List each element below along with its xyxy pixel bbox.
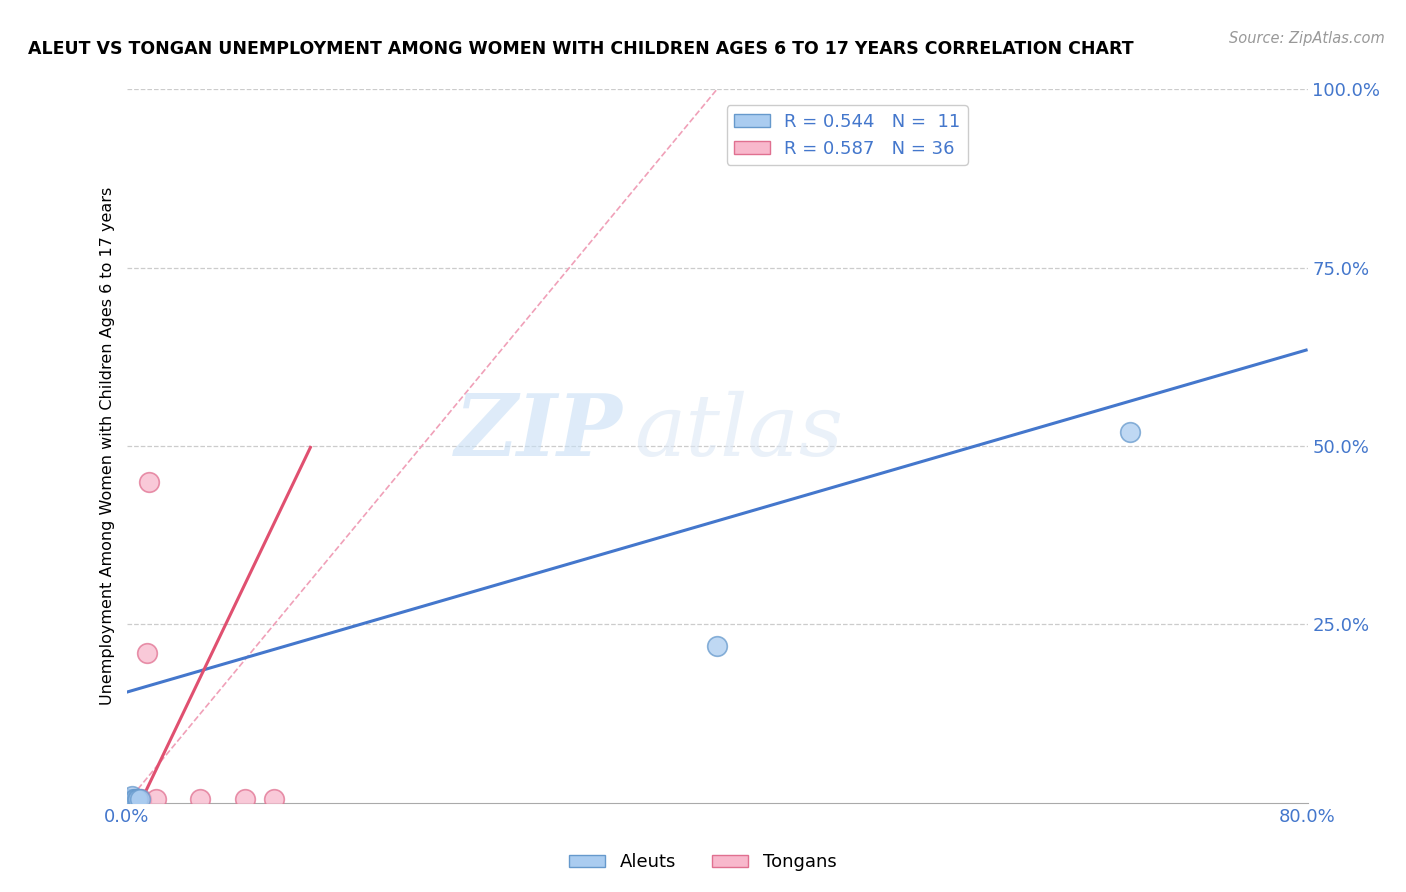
Text: ALEUT VS TONGAN UNEMPLOYMENT AMONG WOMEN WITH CHILDREN AGES 6 TO 17 YEARS CORREL: ALEUT VS TONGAN UNEMPLOYMENT AMONG WOMEN… xyxy=(28,40,1133,58)
Point xyxy=(1119,425,1142,439)
Point xyxy=(122,792,145,806)
Point xyxy=(118,796,141,810)
Point xyxy=(115,796,138,810)
Legend: R = 0.544   N =  11, R = 0.587   N = 36: R = 0.544 N = 11, R = 0.587 N = 36 xyxy=(727,105,967,165)
Point xyxy=(188,792,212,806)
Point xyxy=(121,796,143,810)
Point xyxy=(127,794,149,808)
Point xyxy=(127,792,149,806)
Point xyxy=(115,792,138,806)
Point xyxy=(115,796,138,810)
Point xyxy=(121,792,143,806)
Point xyxy=(122,794,145,808)
Point xyxy=(129,796,153,810)
Point xyxy=(120,792,142,806)
Point xyxy=(233,792,256,806)
Point xyxy=(122,794,145,808)
Text: Source: ZipAtlas.com: Source: ZipAtlas.com xyxy=(1229,31,1385,46)
Y-axis label: Unemployment Among Women with Children Ages 6 to 17 years: Unemployment Among Women with Children A… xyxy=(100,187,115,705)
Point xyxy=(263,792,285,806)
Point xyxy=(115,794,138,808)
Point xyxy=(120,796,142,810)
Point xyxy=(127,796,149,810)
Point xyxy=(115,796,138,810)
Point xyxy=(121,794,143,808)
Point xyxy=(706,639,728,653)
Point xyxy=(124,792,146,806)
Point xyxy=(128,792,150,806)
Point xyxy=(122,792,145,806)
Text: atlas: atlas xyxy=(634,391,844,473)
Point xyxy=(145,792,167,806)
Point xyxy=(127,792,149,806)
Text: ZIP: ZIP xyxy=(454,390,623,474)
Point xyxy=(136,646,159,660)
Point xyxy=(115,792,138,806)
Point xyxy=(115,796,138,810)
Point xyxy=(125,792,148,806)
Point xyxy=(118,792,141,806)
Point xyxy=(129,794,153,808)
Point xyxy=(117,792,139,806)
Point xyxy=(121,789,143,803)
Point xyxy=(138,475,160,489)
Point xyxy=(124,794,146,808)
Point xyxy=(125,794,148,808)
Point xyxy=(115,792,138,806)
Point xyxy=(125,792,148,806)
Point xyxy=(124,796,146,810)
Point xyxy=(129,792,153,806)
Point xyxy=(120,794,142,808)
Point xyxy=(121,792,143,806)
Point xyxy=(122,796,145,810)
Point xyxy=(118,796,141,810)
Legend: Aleuts, Tongans: Aleuts, Tongans xyxy=(562,847,844,879)
